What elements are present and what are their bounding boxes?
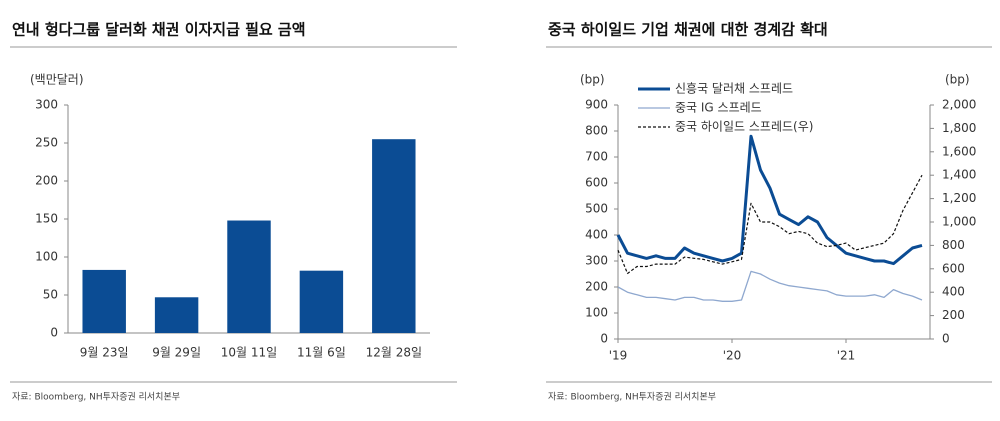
x-tick-label: '19 <box>609 349 628 363</box>
y2-axis-label: (bp) <box>945 73 970 87</box>
y2-tick-label: 1,000 <box>942 215 976 229</box>
y-tick-label: 50 <box>43 288 58 302</box>
y-tick-label: 150 <box>35 212 58 226</box>
y-axis-label: (백만달러) <box>30 73 84 87</box>
y-tick-label: 400 <box>585 228 608 242</box>
x-tick-label: 11월 6일 <box>297 346 346 360</box>
bar <box>227 220 271 333</box>
y-tick-label: 100 <box>35 250 58 264</box>
y-tick-label: 100 <box>585 306 608 320</box>
line-series <box>616 134 923 266</box>
y-tick-label: 600 <box>585 176 608 190</box>
x-tick-label: 12월 28일 <box>366 346 422 360</box>
y2-tick-label: 400 <box>942 285 965 299</box>
source-note: 자료: Bloomberg, NH투자증권 리서치본부 <box>12 391 180 403</box>
y-tick-label: 800 <box>585 124 608 138</box>
legend-label: 중국 하이일드 스프레드(우) <box>675 120 813 134</box>
bar <box>154 297 199 333</box>
x-tick-label: '21 <box>837 349 856 363</box>
y2-tick-label: 0 <box>942 332 950 346</box>
y2-tick-label: 1,400 <box>942 168 976 182</box>
source-note: 자료: Bloomberg, NH투자증권 리서치본부 <box>548 391 716 403</box>
legend-label: 중국 IG 스프레드 <box>675 101 762 115</box>
y-tick-label: 500 <box>585 202 608 216</box>
bar <box>82 269 126 333</box>
x-tick-label: '20 <box>723 349 742 363</box>
line-series <box>617 270 923 302</box>
y-tick-label: 0 <box>600 332 608 346</box>
y2-tick-label: 800 <box>942 238 965 252</box>
line-series <box>617 174 923 275</box>
y-tick-label: 200 <box>585 280 608 294</box>
chart-title: 중국 하이일드 기업 채권에 대한 경계감 확대 <box>548 21 828 39</box>
bar <box>299 270 344 333</box>
legend-label: 신흥국 달러채 스프레드 <box>675 82 793 96</box>
y-axis-label: (bp) <box>580 73 605 87</box>
x-tick-label: 10월 11일 <box>221 346 277 360</box>
y2-tick-label: 1,200 <box>942 191 976 205</box>
bar <box>372 139 416 333</box>
y-tick-label: 0 <box>50 326 58 340</box>
y-tick-label: 250 <box>35 136 58 150</box>
y2-tick-label: 1,800 <box>942 121 976 135</box>
y2-tick-label: 200 <box>942 308 965 322</box>
y-tick-label: 900 <box>585 98 608 112</box>
y2-tick-label: 600 <box>942 261 965 275</box>
y2-tick-label: 2,000 <box>942 98 976 112</box>
chart-title: 연내 헝다그룹 달러화 채권 이자지급 필요 금액 <box>12 21 306 39</box>
y-tick-label: 300 <box>35 98 58 112</box>
y-tick-label: 700 <box>585 150 608 164</box>
x-tick-label: 9월 29일 <box>152 346 201 360</box>
y2-tick-label: 1,600 <box>942 144 976 158</box>
y-tick-label: 200 <box>35 174 58 188</box>
y-tick-label: 300 <box>585 254 608 268</box>
x-tick-label: 9월 23일 <box>80 346 129 360</box>
